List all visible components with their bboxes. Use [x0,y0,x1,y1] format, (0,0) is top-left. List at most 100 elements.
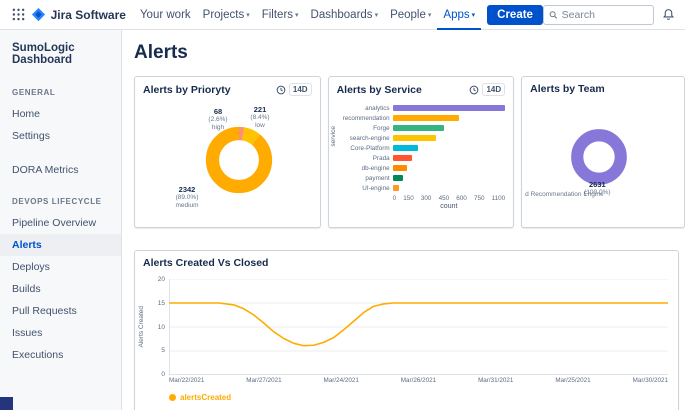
nav-item-people[interactable]: People ▾ [384,0,437,30]
create-button[interactable]: Create [487,4,543,25]
line-y-axis-label: Alerts Created [137,306,145,348]
top-navigation-bar: Jira Software Your work Projects ▾ Filters ▾… [0,0,685,30]
card-header: Alerts by Team [522,77,684,99]
line-legend: alertsCreated [169,388,668,404]
bar-row-prada: Prada [343,153,506,163]
sidebar-item-home[interactable]: Home [12,108,41,120]
search-input[interactable] [561,8,648,21]
sidebar-sections: GENERAL Home Settings DORA Metrics DEVOPS LI… [0,88,121,366]
sidebar-item-issues[interactable]: Issues [12,327,43,339]
chevron-down-icon: ▾ [427,12,432,19]
bar-recommendation [392,114,460,122]
jira-logo[interactable]: Jira Software [29,7,134,22]
line-plot-area [169,279,668,375]
nav-item-dashboards[interactable]: Dashboards ▾ [305,0,385,30]
bar-x-tick: 450 [438,195,450,202]
line-series-alertscreated [169,303,668,346]
bar-row-payment: payment [343,173,506,183]
chevron-down-icon: ▾ [246,12,250,19]
app-switcher-icon[interactable] [8,0,29,30]
nav-item-filters[interactable]: Filters ▾ [256,0,305,30]
nav-item-your-work[interactable]: Your work [134,0,197,30]
line-y-ticks: 20 15 10 5 0 [147,276,169,378]
sidebar-item-executions[interactable]: Executions [12,349,64,361]
bar-track [392,184,506,192]
donut-segment-d-recommendation-engine [571,129,627,185]
x-tick-label: Mar/22/2021 [169,377,205,384]
card-title: Alerts by Prioryty [143,83,231,96]
bar-analytics [392,104,506,112]
bar-row-ui-engine: UI-engine [343,183,506,193]
sidebar-item-settings[interactable]: Settings [12,130,50,142]
search-icon [549,10,558,19]
card-header-controls: 14D [276,83,312,96]
y-tick-label: 10 [157,323,165,331]
bar-row-search-engine: search-engine [343,133,506,143]
bar-track [392,104,506,112]
bar-x-axis-label: count [440,203,458,210]
bar-payment [392,174,403,182]
sidebar-item-pull-requests[interactable]: Pull Requests [12,305,77,317]
bar-category-label: db-engine [361,164,390,172]
bar-row-forge: Forge [343,123,506,133]
chevron-down-icon: ▾ [471,12,476,19]
card-title: Alerts Created Vs Closed [143,257,269,269]
line-x-ticks: Mar/22/2021 Mar/27/2021 Mar/24/2021 Mar/26/… [169,375,668,388]
x-tick-label: Mar/26/2021 [400,377,437,384]
bar-x-tick: 0 [392,195,397,202]
bar-x-ticks: 0 150 300 450 600 750 1100 [393,193,506,202]
y-tick-label: 0 [161,371,165,378]
notifications-button[interactable] [662,8,675,21]
donut-label-medium: 2342 (89.0%) medium [175,185,199,210]
bar-row-core-platform: Core-Platform [343,143,506,153]
legend-item-alertscreated[interactable]: alertsCreated [169,393,231,402]
donut-label-low: 221 (8.4%) low [250,105,270,130]
sidebar-item-builds[interactable]: Builds [12,283,41,295]
x-tick-label: Mar/31/2021 [478,377,514,384]
bar-x-tick: 600 [456,195,467,202]
legend-dot-icon [169,394,176,401]
bar-category-label: recommendation [342,114,390,122]
priority-donut-chart: 68 (2.6%) high 221 (8.4%) low 2342 (89.0… [135,100,320,225]
clock-icon [276,85,286,94]
bar-x-tick: 300 [420,195,432,202]
service-bar-chart: service analytics recommendation Forge sear… [329,100,514,225]
bar-track [392,154,506,162]
nav-item-apps[interactable]: Apps ▾ [437,0,481,30]
bar-x-tick: 750 [473,195,485,202]
donut-segment-medium [205,126,273,194]
search-box[interactable] [542,4,654,25]
primary-nav: Your work Projects ▾ Filters ▾ Dashboards ▾ Peo… [134,0,481,30]
y-tick-label: 20 [157,276,165,283]
bar-ui-engine [392,184,399,192]
card-header: Alerts Created Vs Closed [135,251,678,273]
nav-item-label: Apps [443,8,470,21]
donut-chart [571,129,627,185]
bar-forge [392,124,444,132]
bottom-left-corner-square [0,397,13,410]
sidebar-item-dora-metrics[interactable]: DORA Metrics [12,164,79,176]
y-tick-label: 5 [161,347,165,355]
nav-item-label: Filters [261,8,294,21]
card-header-controls: 14D [469,83,506,96]
bar-category-label: Prada [372,154,390,162]
sidebar-item-alerts[interactable]: Alerts [0,234,121,256]
card-alerts-by-priority: Alerts by Prioryty 14D 68 (2.6%) high [134,76,321,228]
card-alerts-by-team: Alerts by Team d Recommendation Engine 2… [521,76,685,228]
sidebar-item-pipeline-overview[interactable]: Pipeline Overview [12,217,97,229]
nav-item-projects[interactable]: Projects ▾ [197,0,256,30]
line-chart: Alerts Created 20 15 10 5 0 Mar/22/2021 Mar/2… [135,273,678,404]
sidebar-item-deploys[interactable]: Deploys [12,261,50,273]
bar-search-engine [392,134,436,142]
bar-category-label: analytics [365,104,390,112]
bar-track [392,164,506,172]
bar-track [392,114,506,122]
time-range-badge[interactable]: 14D [482,83,506,96]
cards-row: Alerts by Prioryty 14D 68 (2.6%) high [134,76,685,228]
bar-track [392,144,506,152]
bar-category-label: Core-Platform [350,144,390,152]
bar-track [392,174,506,182]
time-range-badge[interactable]: 14D [288,83,312,96]
bar-track [392,134,506,142]
donut-label-team: d Recommendation Engine 2631 (100.0%) [525,180,611,199]
